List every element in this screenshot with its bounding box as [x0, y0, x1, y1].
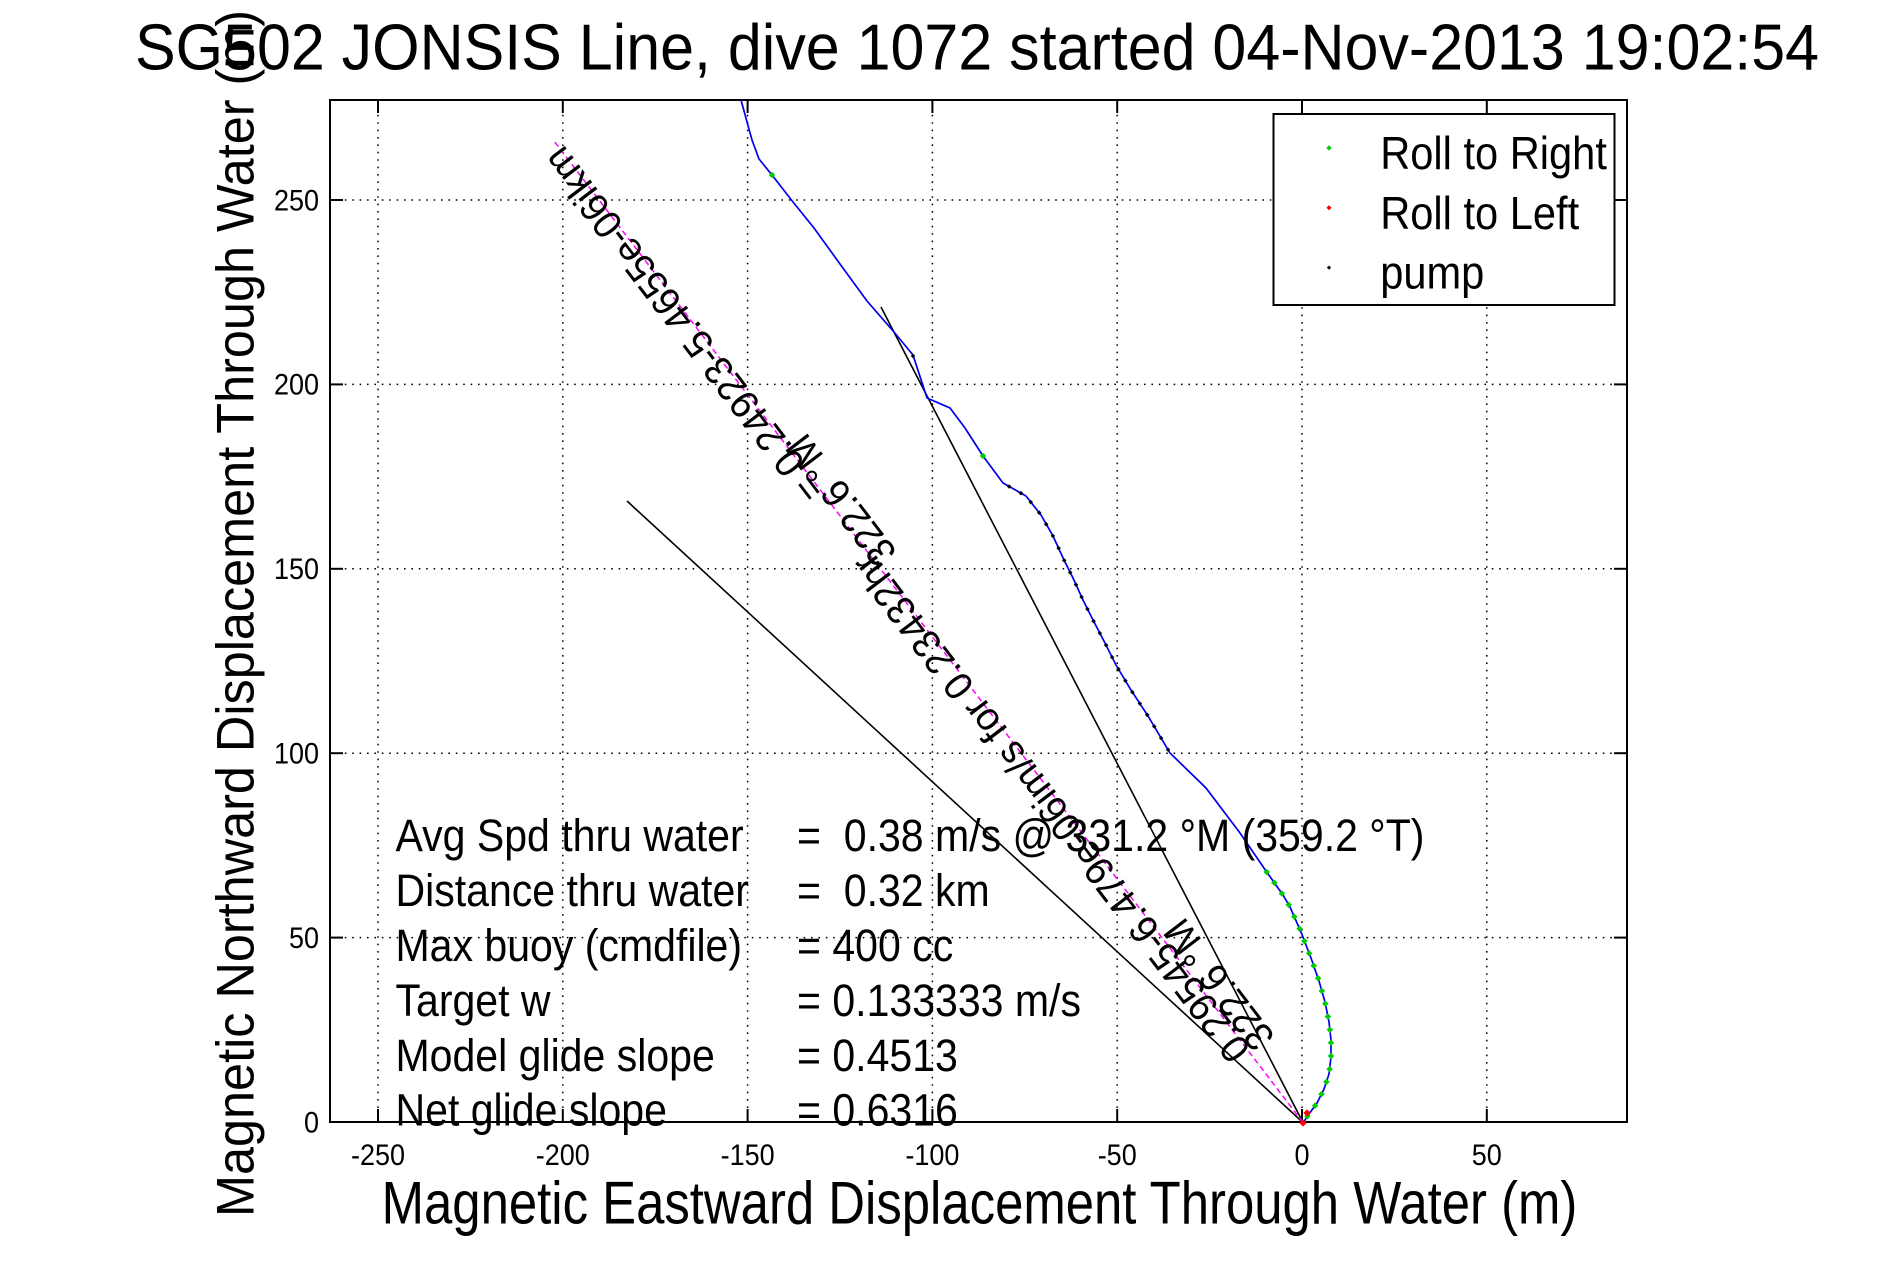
svg-text:50: 50: [1472, 1139, 1502, 1173]
svg-text:-200: -200: [536, 1139, 590, 1173]
svg-text:= 0.38 m/s @ 331.2 °M (359.2: = 0.38 m/s @ 331.2 °M (359.2 °T): [797, 811, 1424, 861]
svg-text:Magnetic Northward Displacemen: Magnetic Northward Displacement Through …: [206, 10, 265, 1217]
svg-text:0: 0: [304, 1106, 319, 1140]
svg-text:Target w: Target w: [396, 976, 552, 1026]
svg-text:-100: -100: [905, 1139, 959, 1173]
svg-text:SG502 JONSIS Line, dive 1072 s: SG502 JONSIS Line, dive 1072 started 04-…: [135, 12, 1819, 84]
svg-text:= 400 cc: = 400 cc: [797, 921, 953, 971]
svg-text:200: 200: [274, 368, 319, 402]
svg-text:= 0.133333 m/s: = 0.133333 m/s: [797, 976, 1081, 1026]
svg-text:Distance thru water: Distance thru water: [396, 866, 749, 916]
svg-text:100: 100: [274, 737, 319, 771]
svg-text:= 0.4513: = 0.4513: [797, 1031, 958, 1081]
svg-text:-50: -50: [1098, 1139, 1137, 1173]
svg-text:pump: pump: [1380, 248, 1484, 299]
svg-text:250: 250: [274, 184, 319, 218]
svg-text:= 0.6316: = 0.6316: [797, 1086, 958, 1136]
svg-text:Max buoy (cmdfile): Max buoy (cmdfile): [396, 921, 743, 971]
svg-text:50: 50: [289, 922, 319, 956]
svg-text:Roll to Right: Roll to Right: [1380, 128, 1607, 179]
svg-text:= 0.32 km: = 0.32 km: [797, 866, 990, 916]
svg-text:Magnetic Eastward Displacement: Magnetic Eastward Displacement Through W…: [382, 1170, 1578, 1237]
svg-text:150: 150: [274, 553, 319, 587]
svg-text:Net glide slope: Net glide slope: [396, 1086, 667, 1136]
svg-text:-250: -250: [351, 1139, 405, 1173]
svg-text:Roll to Left: Roll to Left: [1380, 188, 1579, 239]
svg-text:-150: -150: [721, 1139, 775, 1173]
svg-text:Model glide slope: Model glide slope: [396, 1031, 715, 1081]
svg-text:0: 0: [1294, 1139, 1309, 1173]
svg-text:Avg Spd thru water: Avg Spd thru water: [396, 811, 744, 861]
